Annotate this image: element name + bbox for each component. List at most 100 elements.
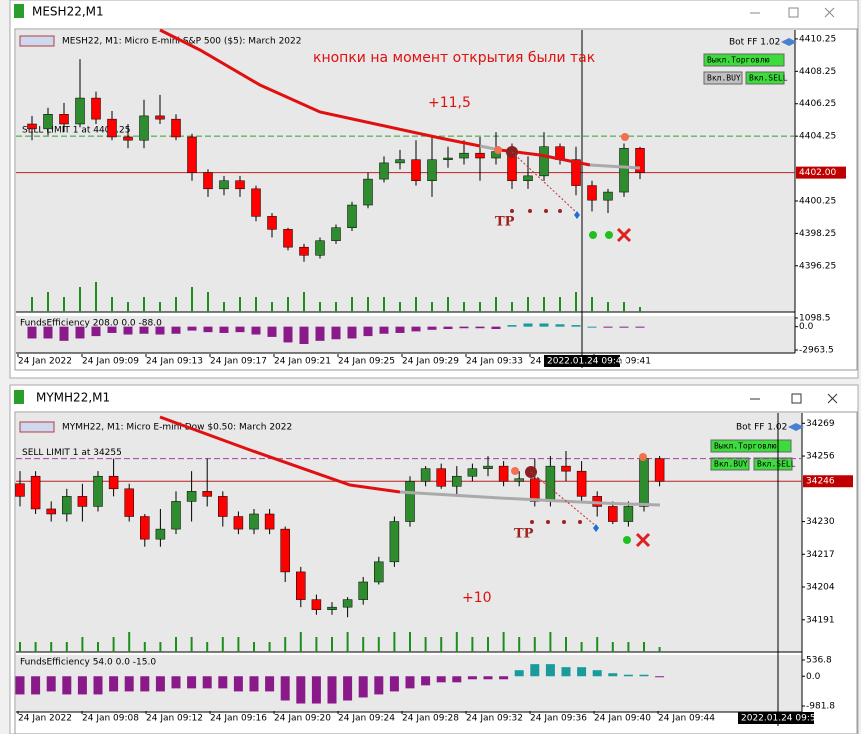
indicator-bar — [171, 676, 181, 689]
annotation: TP — [495, 215, 515, 230]
indicator-bar — [27, 326, 37, 339]
x-tick-label: 24 Jan 09:13 — [146, 357, 203, 367]
button-label[interactable]: Выкл.Торговлю — [714, 442, 777, 451]
y-tick-label: 4400.25 — [799, 196, 836, 206]
window-icon — [14, 4, 24, 18]
indicator-bar — [299, 326, 309, 344]
candle-body — [483, 465, 493, 469]
y-tick-label: 34204 — [806, 583, 835, 593]
chart-area — [16, 413, 802, 652]
indicator-bar — [561, 667, 571, 677]
indicator-bar — [155, 676, 165, 692]
order-label: SELL LIMIT 1 at 4404.25 — [22, 126, 130, 136]
candle-body — [374, 561, 384, 583]
candle-body — [576, 470, 587, 497]
candle-body — [452, 475, 462, 487]
candle-body — [91, 97, 101, 120]
y-tick-label: 4410.25 — [799, 34, 836, 44]
candle-body — [358, 581, 368, 600]
bot-icon — [781, 38, 797, 46]
bid-box — [803, 475, 853, 488]
indicator-bar — [555, 324, 565, 327]
button[interactable] — [703, 53, 785, 67]
candle-body — [347, 204, 357, 228]
indicator-bar — [363, 326, 373, 337]
ma-line — [399, 490, 661, 507]
indicator-bar — [331, 326, 341, 340]
button-label[interactable]: Вкл.BUY — [707, 74, 741, 83]
indicator-bar — [514, 670, 524, 677]
indicator-bar — [374, 676, 384, 695]
y-tick-label: 1098.5 — [799, 314, 831, 324]
indicator-bar — [483, 676, 493, 680]
x-tick-label: 24 Jan 2022 — [18, 357, 72, 367]
indicator-bar — [203, 326, 213, 333]
maximize-button[interactable] — [791, 393, 802, 404]
indicator-bar — [459, 326, 469, 329]
indicator-bar — [639, 674, 649, 677]
chart-top: MESH22, M1: Micro E-mini S&P 500 ($5): M… — [16, 30, 846, 368]
button[interactable] — [710, 457, 750, 471]
x-tick-label: 24 Jan 09:17 — [210, 357, 267, 367]
candle-body — [311, 599, 322, 610]
indicator-bar — [187, 676, 197, 689]
maximize-button[interactable] — [788, 7, 799, 18]
indicator-bar — [405, 676, 415, 689]
button-label[interactable]: Вкл.BUY — [714, 460, 748, 469]
indicator-bar — [421, 676, 431, 686]
x-tick-label: 24 Jan 09:28 — [402, 714, 459, 724]
candle-body — [59, 114, 69, 125]
close-button[interactable] — [824, 7, 835, 18]
ma-line — [589, 163, 641, 170]
candle-body — [249, 513, 259, 530]
candle-body — [530, 478, 540, 502]
indicator-bar — [427, 326, 437, 330]
button[interactable] — [703, 71, 743, 85]
chart-bottom: MYMH22, M1: Micro E-mini Dow $0.50: Marc… — [15, 413, 853, 726]
indicator-bar — [249, 676, 259, 692]
candle-body — [475, 152, 485, 159]
indicator-bar — [587, 326, 597, 328]
button-label[interactable]: Вкл.SELL — [749, 74, 788, 83]
annotation: TP — [514, 527, 534, 542]
indicator-bar — [343, 676, 353, 701]
x-tick-label: 24 Jan 09:21 — [274, 357, 331, 367]
indicator-label: FundsEfficiency 54.0 0.0 -15.0 — [20, 658, 156, 668]
button-label[interactable]: Вкл.SELL — [757, 460, 796, 469]
candle-body — [202, 491, 212, 497]
indicator-bar — [62, 676, 72, 695]
indicator-bar — [491, 326, 501, 330]
indicator-bar — [283, 326, 293, 343]
indicator-bar — [46, 676, 56, 692]
x-tick-label: 24 Jan 09:44 — [658, 714, 715, 724]
candle-body — [171, 118, 181, 138]
ma-line — [159, 28, 481, 148]
candle-body — [283, 229, 293, 248]
indicator-bar — [124, 676, 134, 692]
close-button[interactable] — [827, 393, 838, 404]
candle-body — [155, 528, 166, 540]
button[interactable] — [710, 439, 792, 453]
candle-body — [639, 458, 649, 507]
candle-body — [280, 528, 290, 573]
indicator-bar — [571, 325, 581, 327]
button-label[interactable]: Выкл.Торговлю — [707, 56, 770, 65]
candle-body — [467, 468, 478, 477]
candle-body — [619, 148, 629, 193]
candle-body — [75, 97, 85, 125]
candle-body — [342, 599, 353, 608]
button[interactable] — [745, 71, 785, 85]
candle-body — [623, 506, 634, 522]
candle-body — [635, 148, 645, 173]
y-tick-label: -2963.5 — [799, 346, 834, 356]
button[interactable] — [753, 457, 793, 471]
indicator-bar — [635, 326, 645, 328]
indicator-bar — [436, 676, 446, 683]
y-tick-label: 0.0 — [806, 672, 821, 682]
chart-area — [16, 30, 795, 312]
candle-body — [561, 465, 571, 472]
candle-body — [379, 162, 389, 180]
x-tick-label: 24 Jan 2022 — [18, 714, 72, 724]
candle-body — [443, 157, 453, 160]
